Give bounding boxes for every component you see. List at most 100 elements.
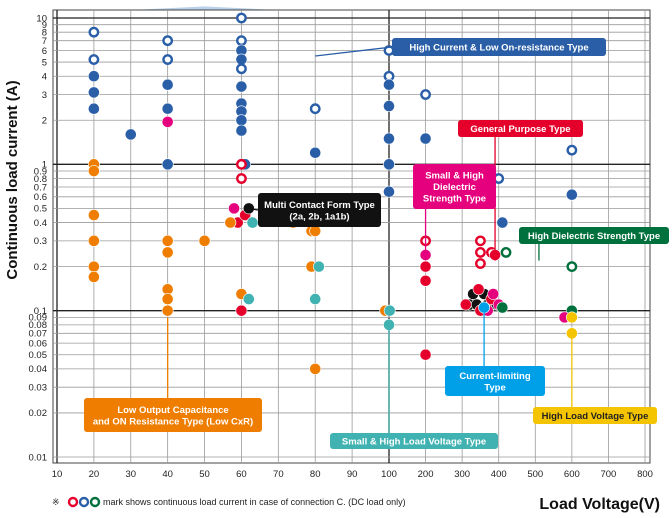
data-point-open <box>236 63 247 75</box>
x-tick-label: 700 <box>600 469 616 480</box>
data-points <box>87 12 578 375</box>
data-point <box>487 288 500 300</box>
data-point <box>161 115 174 128</box>
y-tick-label: 0.01 <box>29 452 48 463</box>
data-point <box>124 128 137 141</box>
x-tick-label: 600 <box>564 469 580 480</box>
x-tick-label: 80 <box>310 469 321 480</box>
data-point-open <box>236 12 247 24</box>
data-point-open <box>500 247 512 258</box>
y-tick-label: 0.7 <box>34 182 47 193</box>
data-point-open <box>236 173 247 184</box>
y-tick-label: 0.05 <box>29 350 48 361</box>
y-tick-label: 3 <box>42 90 47 101</box>
label-text: and ON Resistance Type (Low CxR) <box>93 416 253 427</box>
data-point <box>242 293 255 305</box>
data-point <box>224 216 237 229</box>
data-point-open <box>475 247 486 258</box>
data-point <box>472 283 485 296</box>
data-point-open <box>475 258 486 269</box>
label-box <box>392 38 606 56</box>
x-tick-label: 300 <box>454 469 470 480</box>
label-text: High Dielectric Strength Type <box>528 231 660 242</box>
data-point <box>383 304 396 317</box>
x-tick-label: 400 <box>491 469 507 480</box>
footnote-open-marker-blue <box>78 496 90 508</box>
x-tick-label: 30 <box>125 469 136 480</box>
data-point <box>309 362 322 375</box>
label-text: Strength Type <box>423 194 486 205</box>
label-text: Dielectric <box>433 182 476 193</box>
y-tick-label: 0.3 <box>34 236 47 247</box>
y-tick-label: 9 <box>42 20 47 31</box>
data-point <box>496 301 509 314</box>
data-point-open <box>162 35 174 47</box>
x-tick-label: 10 <box>52 469 63 480</box>
x-tick-label: 500 <box>527 469 543 480</box>
label-box <box>445 366 545 396</box>
footnote-open-marker-green <box>89 496 101 508</box>
data-point <box>309 225 322 237</box>
data-point <box>496 216 509 229</box>
data-point <box>565 188 578 201</box>
x-tick-label: 70 <box>273 469 284 480</box>
label-box <box>413 164 496 209</box>
data-point <box>383 185 395 198</box>
label-leader-line <box>315 46 393 57</box>
footnote-open-marker-red <box>67 496 79 508</box>
data-point-open <box>88 54 100 65</box>
y-tick-label: 0.1 <box>34 306 47 317</box>
x-tick-label: 20 <box>89 469 100 480</box>
y-tick-label: 4 <box>42 72 47 83</box>
data-point <box>161 102 174 115</box>
y-tick-label: 0.07 <box>29 329 48 340</box>
y-tick-label: 0.03 <box>29 382 48 393</box>
y-tick-label: 0.09 <box>29 313 48 324</box>
label-box <box>533 407 657 424</box>
footnote-text: mark shows continuous load current in ca… <box>103 497 406 507</box>
y-tick-label: 7 <box>42 36 47 47</box>
data-point <box>198 234 211 247</box>
y-tick-label: 0.06 <box>29 338 48 349</box>
label-text: Low Output Capacitance <box>117 405 228 416</box>
label-box <box>458 120 583 137</box>
label-text: High Load Voltage Type <box>542 411 649 422</box>
data-point <box>419 348 432 361</box>
data-point-open <box>236 158 247 170</box>
data-point <box>235 124 248 137</box>
label-text: Small & High Load Voltage Type <box>342 437 486 448</box>
x-tick-label: 100 <box>381 469 397 480</box>
label-text: Small & High <box>425 171 484 182</box>
x-tick-label: 90 <box>347 469 358 480</box>
data-point-open <box>420 89 431 100</box>
data-point-open <box>475 235 486 247</box>
data-point <box>87 234 100 247</box>
data-point <box>161 78 174 91</box>
x-axis-title: Load Voltage(V) <box>539 496 660 513</box>
data-point <box>161 246 174 259</box>
y-tick-label: 0.2 <box>34 262 47 273</box>
data-point-open <box>309 103 321 115</box>
data-point <box>383 318 395 331</box>
data-point <box>87 86 100 99</box>
label-text: High Current & Low On-resistance Type <box>409 43 588 54</box>
data-point <box>235 304 248 317</box>
y-axis-title: Continuous load current (A) <box>4 80 21 279</box>
y-tick-label: 6 <box>42 46 47 57</box>
data-point <box>235 80 248 93</box>
y-tick-label: 0.6 <box>34 192 47 203</box>
y-tick-label: 0.4 <box>34 218 47 229</box>
x-tick-label: 60 <box>236 469 247 480</box>
data-point <box>161 158 174 171</box>
data-point-open <box>162 54 174 65</box>
data-point <box>228 202 240 215</box>
data-point <box>161 293 174 305</box>
footnote-prefix: ※ <box>52 497 60 507</box>
data-point <box>419 132 432 145</box>
x-tick-label: 50 <box>199 469 210 480</box>
footnote: ※ mark shows continuous load current in … <box>52 496 406 508</box>
label-text: Multi Contact Form Type <box>264 200 375 211</box>
data-point <box>565 311 578 324</box>
data-point <box>87 165 100 177</box>
